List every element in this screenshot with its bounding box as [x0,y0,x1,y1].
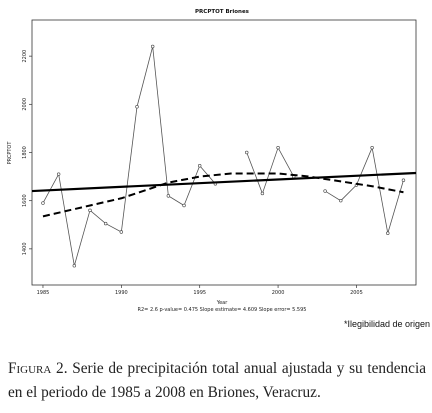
observed-data-point [276,145,280,150]
observed-data-point [339,198,343,203]
chart: PRCPTOT Briones 1985 1990 1995 2000 2005 140… [7,9,417,313]
observed-data-point [41,201,45,205]
observed-data-point [182,203,186,208]
chart-title: PRCPTOT Briones [195,9,250,15]
observed-series-line [246,146,295,195]
plot-frame [31,19,417,286]
observed-data-point [135,105,139,109]
x-tick-label: 1985 [37,290,50,296]
y-tick-label: 1400 [22,242,28,255]
observed-data-point [103,221,108,226]
observed-data-point [56,172,61,176]
y-tick-label: 2200 [22,50,28,63]
observed-data-point [401,178,406,182]
caption-text: Serie de precipitación total anual ajust… [8,360,426,401]
chart-footnote: R2= 2.6 p-value= 0.475 Slope estimate= 4… [138,307,307,313]
observed-data-point [245,150,249,155]
x-axis-label: Year [216,300,229,306]
observed-data-point [260,191,265,196]
y-tick-label: 1600 [22,194,28,207]
tick-marks [29,55,357,288]
y-tick-label: 1800 [22,146,28,159]
x-tick-labels: 1985 1990 1995 2000 2005 [37,290,363,296]
observed-series-line [42,46,216,266]
y-tick-label: 2000 [22,98,28,111]
observed-data-point [88,208,92,213]
x-tick-label: 2000 [272,290,285,296]
observed-data-point [386,231,390,235]
y-axis-label: PRCPTOT [7,141,13,165]
observed-data-point [323,189,327,193]
observed-data-point [150,44,155,49]
series-layer [31,44,417,268]
observed-data-point [198,164,202,168]
observed-series-line [324,146,404,234]
x-tick-label: 1990 [115,290,128,296]
figure-caption: Figura 2. Serie de precipitación total a… [8,357,426,405]
smoothed-trend-line [42,172,404,218]
x-tick-label: 1995 [193,290,206,296]
x-tick-label: 2005 [350,290,363,296]
linear-trend-line [31,171,417,193]
legibility-note: *Ilegibilidad de origen [343,319,430,329]
y-tick-labels: 1400 1600 1800 2000 2200 [22,50,28,255]
observed-data-point [370,145,374,150]
observed-data-point [119,230,124,234]
observed-data-point [166,194,171,198]
observed-data-point [72,264,77,268]
caption-label: Figura 2. [8,360,68,377]
